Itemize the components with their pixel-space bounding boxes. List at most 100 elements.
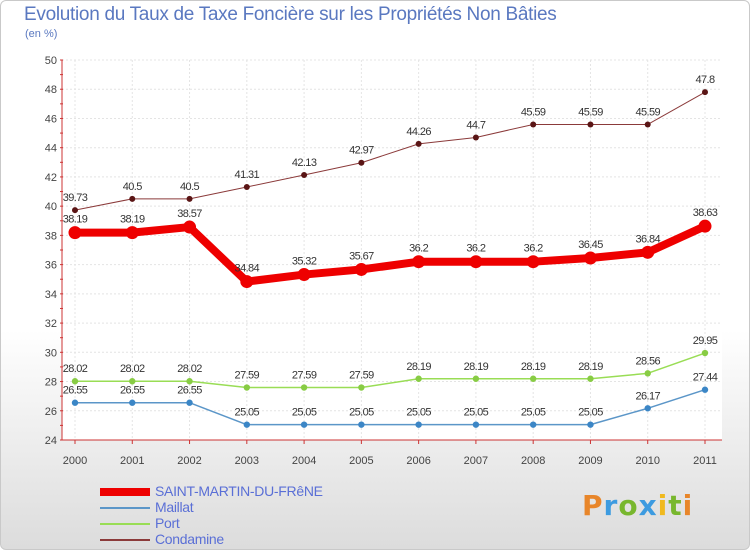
- data-point: [698, 219, 712, 233]
- logo-letter: i: [657, 489, 669, 522]
- y-tick-label: 42: [45, 172, 57, 184]
- y-tick-label: 44: [45, 143, 57, 155]
- data-point: [644, 370, 651, 377]
- y-tick-label: 24: [45, 435, 57, 447]
- x-tick-label: 2006: [406, 455, 430, 467]
- logo-letter: o: [618, 489, 639, 522]
- y-tick-label: 30: [45, 347, 57, 359]
- chart-unit-label: (en %): [25, 28, 58, 40]
- x-tick-label: 2002: [177, 455, 201, 467]
- data-point: [701, 386, 709, 393]
- data-point: [186, 195, 193, 202]
- data-label: 35.32: [292, 256, 317, 268]
- data-point: [587, 375, 594, 382]
- data-label: 35.67: [349, 250, 374, 262]
- data-label: 34.84: [235, 263, 260, 275]
- data-label: 29.95: [693, 335, 718, 347]
- data-label: 36.2: [466, 243, 485, 255]
- legend-label: SAINT-MARTIN-DU-FRêNE: [155, 483, 323, 499]
- data-label: 45.59: [578, 106, 603, 118]
- logo-letter: i: [682, 489, 694, 522]
- data-label: 28.19: [464, 361, 489, 373]
- data-point: [354, 262, 368, 276]
- data-label: 36.84: [635, 233, 660, 245]
- data-label: 28.19: [521, 361, 546, 373]
- legend-swatch: [100, 488, 150, 496]
- x-tick-label: 2009: [578, 455, 602, 467]
- data-label: 36.45: [578, 239, 603, 251]
- data-point: [129, 399, 136, 406]
- data-point: [415, 140, 422, 147]
- data-point: [472, 375, 480, 382]
- data-point: [129, 195, 136, 202]
- data-label: 28.19: [406, 361, 431, 373]
- data-point: [300, 384, 308, 391]
- data-point: [529, 375, 537, 382]
- data-point: [702, 89, 708, 96]
- data-point: [358, 159, 365, 166]
- x-tick-label: 2005: [349, 455, 373, 467]
- legend-swatch: [100, 523, 150, 525]
- legend-label: Port: [155, 515, 180, 531]
- legend-swatch: [100, 507, 150, 509]
- series-line: [71, 222, 709, 286]
- data-point: [183, 220, 197, 234]
- data-point: [240, 275, 254, 289]
- data-point: [71, 399, 79, 406]
- data-point: [358, 421, 365, 428]
- y-tick-label: 50: [45, 55, 57, 67]
- data-label: 28.02: [120, 363, 145, 375]
- data-label: 39.73: [63, 192, 88, 204]
- x-tick-label: 2003: [235, 455, 259, 467]
- y-tick-label: 46: [45, 113, 57, 125]
- data-point: [186, 378, 193, 385]
- data-label: 45.59: [521, 106, 546, 118]
- data-label: 27.59: [349, 370, 374, 382]
- data-point: [472, 421, 480, 428]
- data-label: 25.05: [235, 407, 260, 419]
- data-label: 25.05: [406, 407, 431, 419]
- data-label: 28.02: [63, 363, 88, 375]
- data-label: 41.31: [235, 169, 260, 181]
- y-tick-label: 26: [45, 406, 57, 418]
- data-label: 25.05: [464, 407, 489, 419]
- data-point: [415, 421, 422, 428]
- data-point: [72, 207, 78, 214]
- data-point: [358, 384, 365, 391]
- y-tick-label: 38: [45, 230, 57, 242]
- data-label: 40.5: [123, 181, 142, 193]
- data-label: 25.05: [578, 407, 603, 419]
- x-tick-label: 2004: [292, 455, 316, 467]
- data-point: [472, 134, 479, 141]
- data-point: [587, 121, 594, 128]
- series-line: [74, 388, 706, 426]
- data-label: 27.59: [292, 370, 317, 382]
- data-point: [583, 251, 597, 265]
- data-point: [415, 375, 422, 382]
- data-point: [701, 349, 709, 357]
- data-label: 40.5: [180, 181, 199, 193]
- data-label: 28.19: [578, 361, 603, 373]
- data-label: 44.7: [466, 119, 485, 131]
- data-label: 27.44: [693, 372, 718, 384]
- data-label: 38.19: [63, 214, 88, 226]
- legend-label: Condamine: [155, 531, 224, 547]
- data-label: 27.59: [235, 370, 260, 382]
- data-point: [125, 226, 139, 240]
- y-tick-label: 28: [45, 377, 57, 389]
- data-point: [587, 421, 594, 428]
- x-tick-label: 2007: [464, 455, 488, 467]
- legend-swatch: [100, 539, 150, 541]
- y-tick-label: 36: [45, 260, 57, 272]
- data-point: [68, 226, 82, 240]
- logo-letter: t: [668, 489, 683, 522]
- data-label: 26.55: [63, 385, 88, 397]
- data-point: [529, 421, 537, 428]
- y-tick-label: 32: [45, 318, 57, 330]
- data-label: 25.05: [292, 407, 317, 419]
- data-label: 28.02: [177, 363, 202, 375]
- data-label: 26.55: [120, 385, 145, 397]
- data-label: 45.59: [635, 106, 660, 118]
- legend-label: Maillat: [155, 499, 194, 515]
